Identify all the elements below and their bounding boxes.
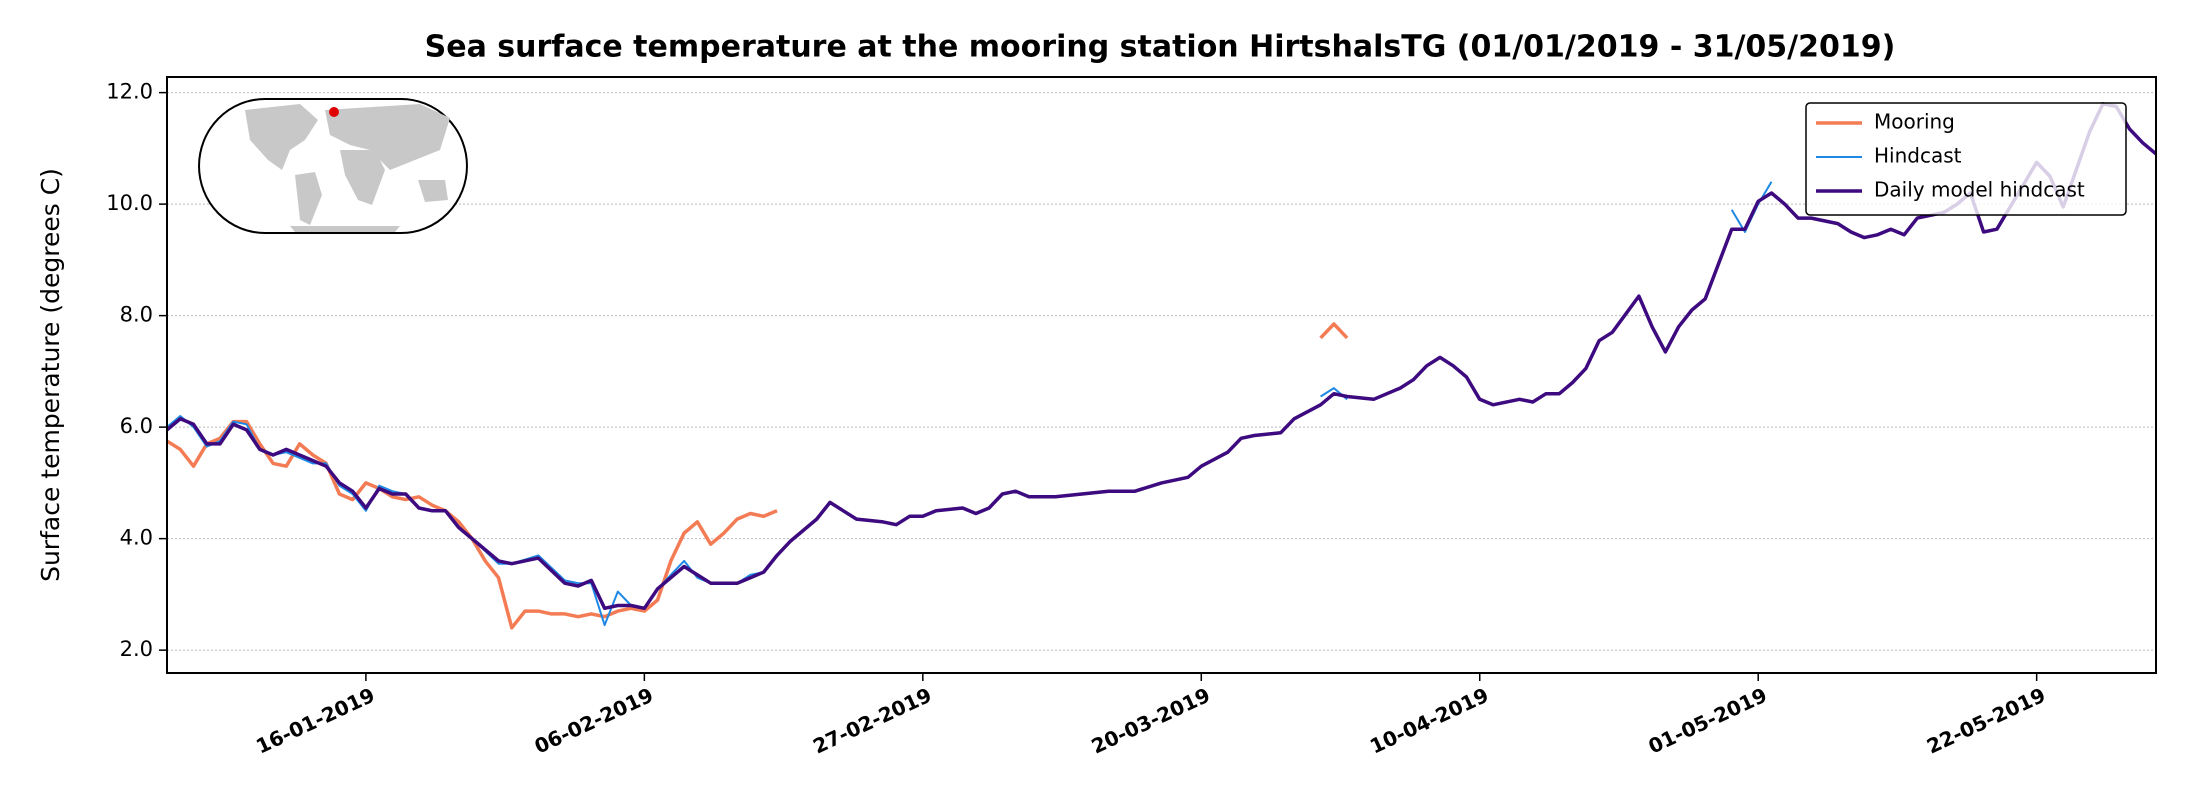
plot-frame xyxy=(166,76,2157,674)
y-axis-label: Surface temperature (degrees C) xyxy=(36,168,65,582)
legend: Mooring Hindcast Daily model hindcast xyxy=(1805,102,2127,216)
x-tick-label: 10-04-2019 xyxy=(1366,683,1492,759)
y-tick-label: 8.0 xyxy=(120,303,153,327)
map-land xyxy=(290,226,400,232)
chart-title: Sea surface temperature at the mooring s… xyxy=(425,30,1896,65)
legend-label: Mooring xyxy=(1874,110,1955,134)
map-land xyxy=(340,150,385,205)
y-tick-label: 12.0 xyxy=(106,80,153,104)
x-tick-label: 06-02-2019 xyxy=(531,683,657,759)
y-tick-label: 2.0 xyxy=(120,637,153,661)
map-land xyxy=(245,104,318,170)
y-tick-label: 6.0 xyxy=(120,414,153,438)
series-line xyxy=(167,102,2156,611)
y-tick-label: 4.0 xyxy=(120,526,153,550)
map-land xyxy=(325,104,450,170)
x-tick-label: 16-01-2019 xyxy=(252,683,378,759)
map-land xyxy=(418,180,448,202)
y-tick-label: 10.0 xyxy=(106,191,153,215)
map-land xyxy=(295,172,322,225)
x-tick-label: 22-05-2019 xyxy=(1923,683,2049,759)
x-tick-label: 27-02-2019 xyxy=(809,683,935,759)
x-tick-label: 20-03-2019 xyxy=(1088,683,1214,759)
series-line xyxy=(167,181,1773,627)
x-tick-label: 01-05-2019 xyxy=(1645,683,1771,759)
legend-label: Hindcast xyxy=(1874,144,1962,168)
inset-map xyxy=(198,98,468,234)
legend-label: Daily model hindcast xyxy=(1874,178,2085,202)
lines xyxy=(167,102,2156,628)
station-marker xyxy=(329,107,339,117)
legend-box xyxy=(1805,102,2127,216)
